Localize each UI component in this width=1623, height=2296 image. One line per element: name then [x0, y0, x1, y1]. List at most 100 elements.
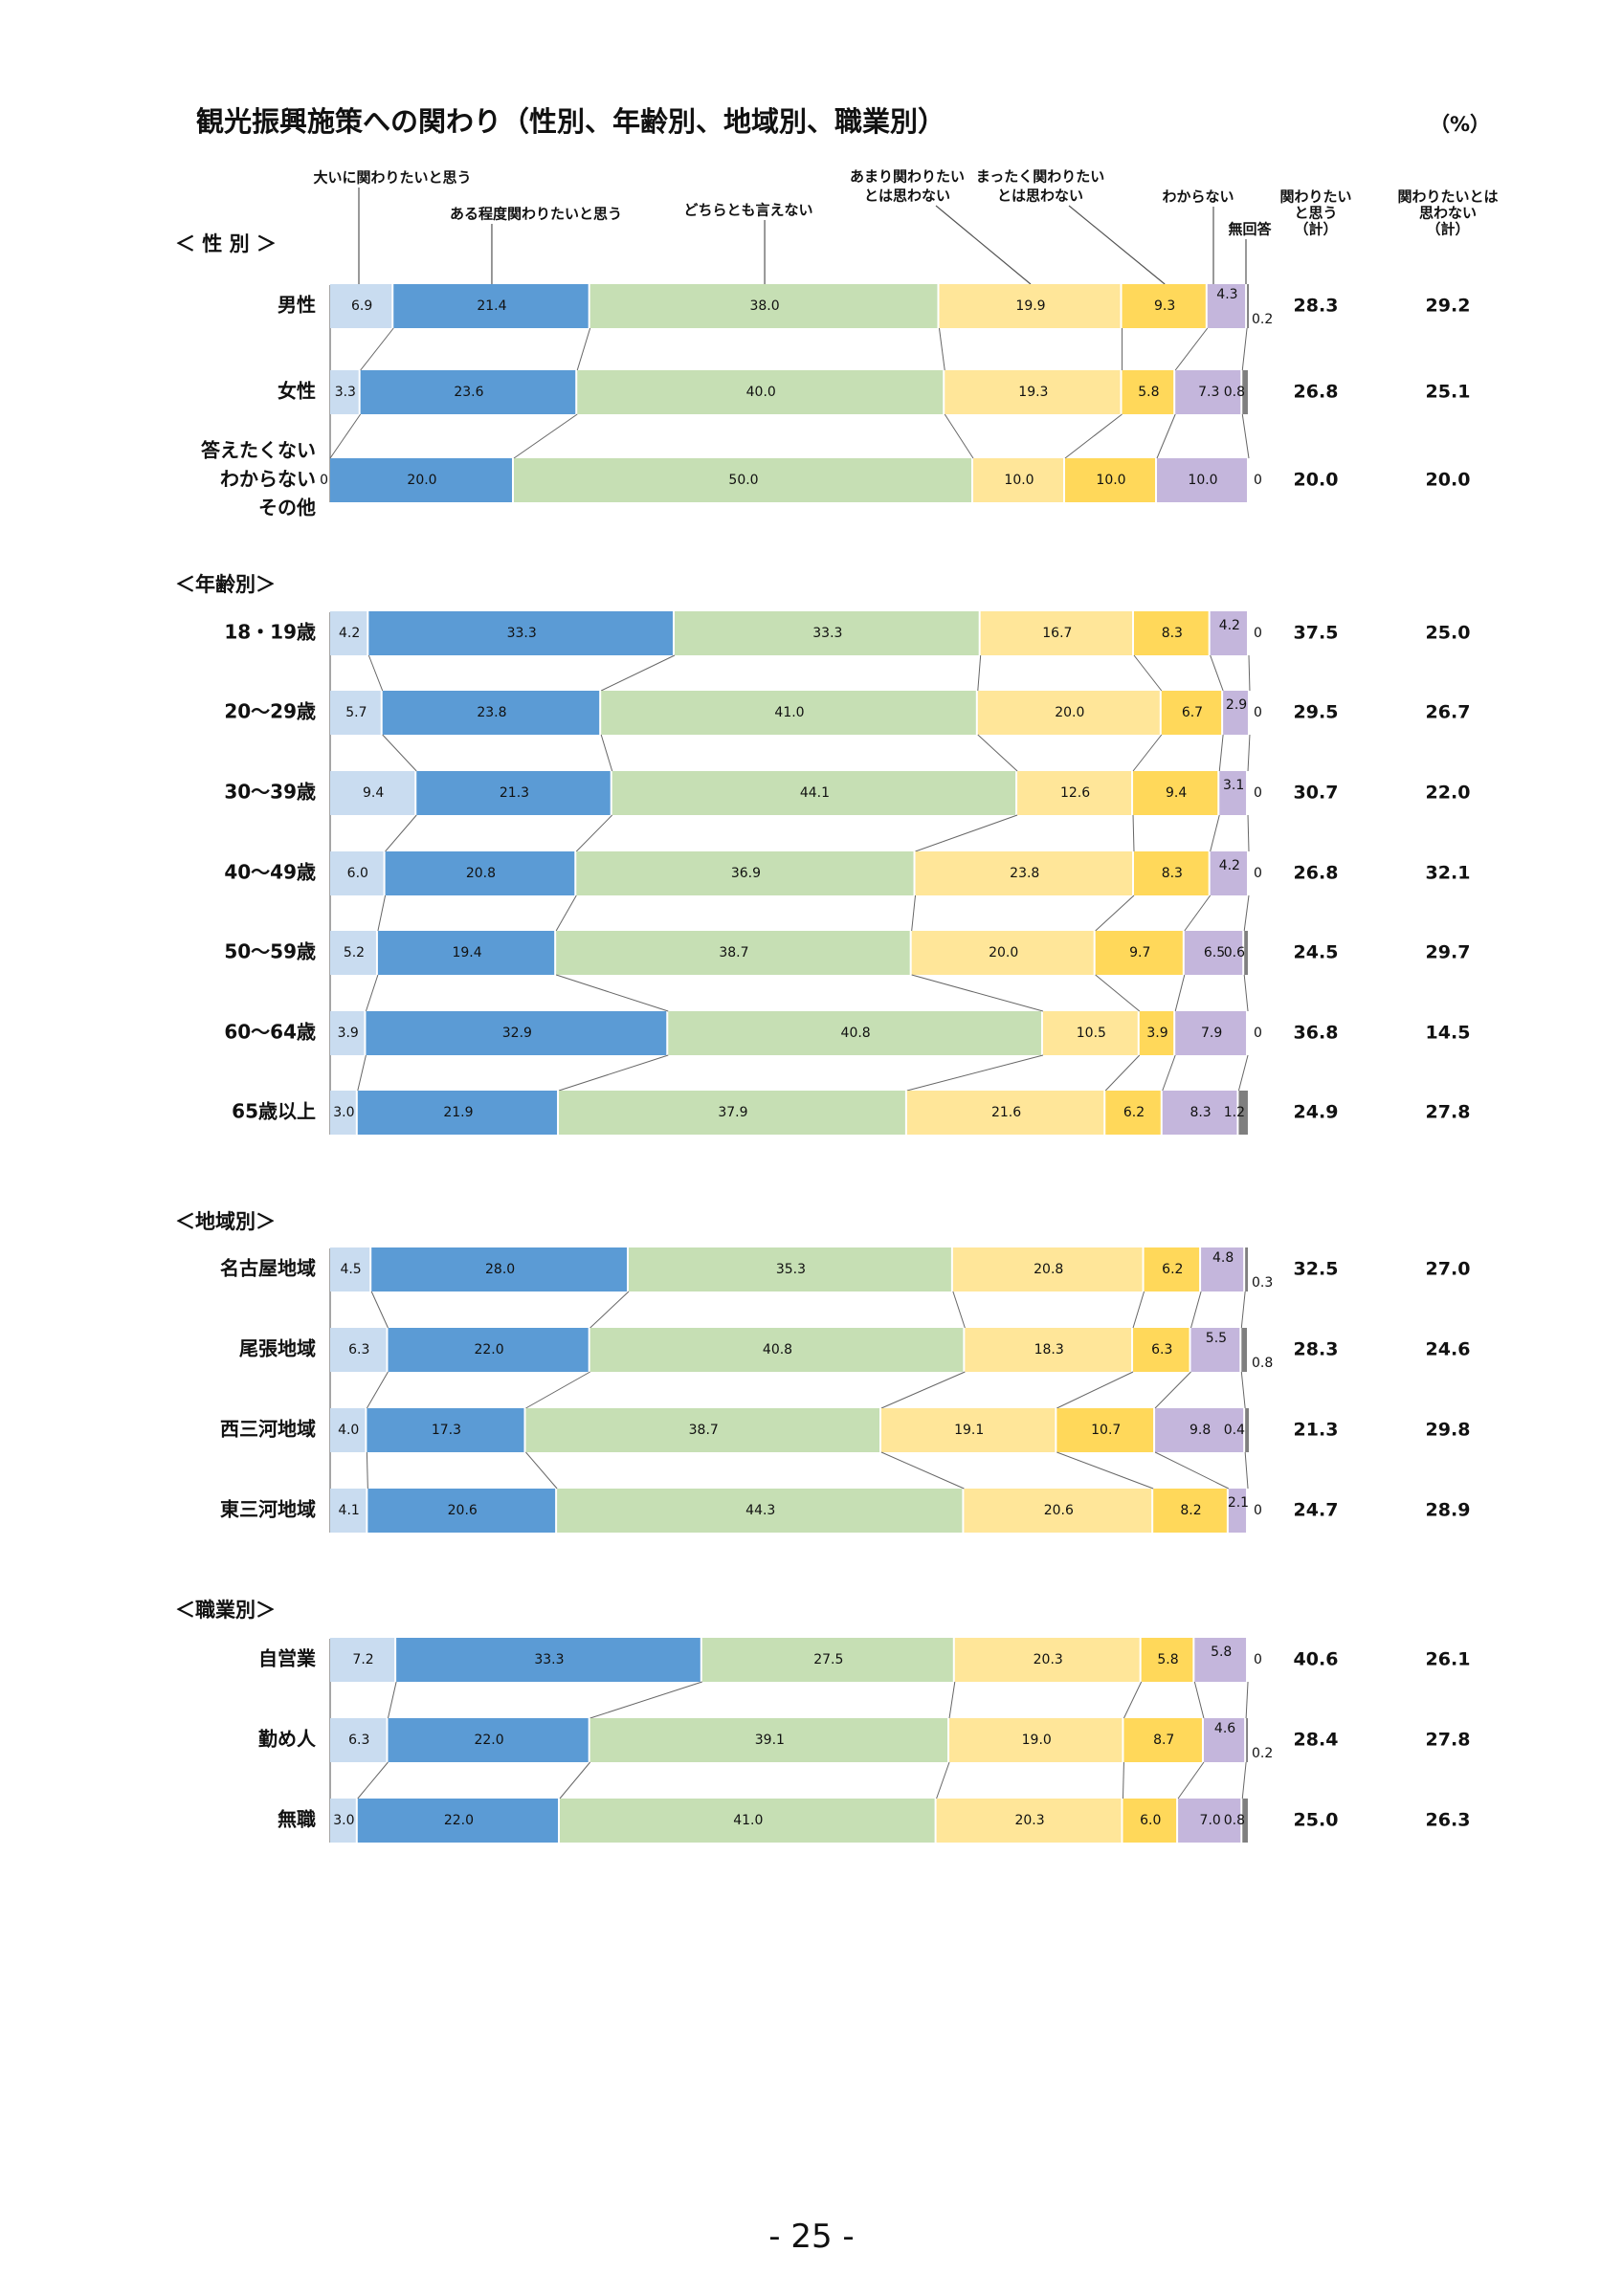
segment-value-label: 10.5 [1077, 1026, 1106, 1041]
bar-segment [1245, 1247, 1249, 1292]
segment-value-label: 20.0 [407, 473, 436, 488]
bar-segment [1242, 370, 1248, 414]
row-label: 尾張地域 [239, 1337, 316, 1360]
sum-negative-value: 25.0 [1426, 623, 1471, 644]
connector-line [1133, 654, 1163, 692]
bar-segment [1203, 1718, 1245, 1762]
connector-line [367, 654, 384, 692]
connector-line [1132, 814, 1135, 852]
segment-value-label: 9.7 [1129, 945, 1150, 960]
connector-line [880, 1371, 966, 1409]
segment-value-label: 0.6 [1224, 945, 1245, 960]
segment-value-label: 23.6 [454, 385, 483, 400]
sum-negative-value: 22.0 [1426, 783, 1471, 804]
segment-value-label: 3.1 [1223, 778, 1244, 793]
row-label: 名古屋地域 [220, 1257, 316, 1280]
connector-line [915, 814, 1018, 852]
segment-value-label: 35.3 [776, 1262, 806, 1277]
sum-negative-value: 26.3 [1426, 1810, 1471, 1831]
bar-segment [1194, 1638, 1247, 1682]
bar-segment [1244, 931, 1248, 975]
segment-value-label: 6.3 [348, 1733, 369, 1748]
sum-positive-value: 32.5 [1294, 1259, 1339, 1280]
segment-value-label: 20.8 [466, 866, 496, 881]
connector-line [1177, 1761, 1205, 1799]
bar-segment [385, 851, 575, 895]
segment-value-label: 9.3 [1154, 298, 1175, 314]
bar-segment [330, 1408, 366, 1452]
segment-value-label: 7.2 [352, 1652, 373, 1667]
segment-value-label: 33.3 [534, 1652, 564, 1667]
connector-line [1210, 654, 1224, 692]
connector-line [357, 1761, 389, 1799]
bar-segment [577, 370, 944, 414]
segment-value-label: 8.7 [1153, 1733, 1174, 1748]
segment-value-label: 0.8 [1224, 1813, 1245, 1828]
row-label: 東三河地域 [220, 1498, 316, 1521]
bar-segment [881, 1408, 1056, 1452]
connector-line [1156, 413, 1176, 459]
sum-negative-value: 14.5 [1426, 1023, 1471, 1044]
connector-line [1241, 1761, 1247, 1799]
bar-segment [1133, 771, 1218, 815]
connector-line [1244, 1451, 1249, 1490]
segment-value-label: 17.3 [432, 1423, 461, 1438]
bar-segment [668, 1011, 1041, 1055]
segment-value-label: 21.4 [477, 298, 506, 314]
sum-negative-value: 29.7 [1426, 942, 1471, 963]
legend-label-4: とは思わない [864, 188, 950, 205]
segment-value-label: 0 [1254, 785, 1262, 801]
chart-title: 観光振興施策への関わり（性別、年齢別、地域別、職業別） [196, 105, 946, 138]
sum-negative-value: 26.1 [1426, 1649, 1471, 1670]
segment-value-label: 8.2 [1180, 1503, 1201, 1518]
segment-value-label: 5.5 [1206, 1331, 1227, 1346]
segment-value-label: 0.8 [1224, 385, 1245, 400]
bar-segment [357, 1799, 558, 1843]
connector-line [1095, 894, 1135, 932]
connector-line [387, 1681, 397, 1719]
connector-line [1154, 1371, 1191, 1409]
segment-value-label: 40.8 [841, 1026, 871, 1041]
bar-segment [1190, 1328, 1240, 1372]
segment-value-label: 1.2 [1224, 1105, 1245, 1120]
bar-segment [556, 931, 910, 975]
bar-segment [1134, 611, 1209, 655]
bar-segment [911, 931, 1094, 975]
sum-positive-value: 30.7 [1294, 783, 1339, 804]
connector-line [1218, 734, 1224, 772]
connector-line [600, 734, 613, 772]
bar-segment [939, 284, 1121, 328]
bar-segment [1219, 771, 1247, 815]
sum-positive-value: 24.9 [1294, 1102, 1339, 1123]
sum-negative-value: 27.8 [1426, 1730, 1471, 1751]
bar-segment [366, 1011, 667, 1055]
bar-segment [330, 1247, 370, 1292]
sum-negative-value: 28.9 [1426, 1500, 1471, 1521]
sum-positive-value: 36.8 [1294, 1023, 1339, 1044]
bar-segment [330, 458, 512, 502]
summary-header-1: （計） [1294, 221, 1337, 238]
connector-line [1132, 1291, 1145, 1329]
summary-header-2: 関わりたいとは [1397, 188, 1498, 206]
bar-segment [525, 1408, 879, 1452]
bar-segment [1210, 611, 1247, 655]
bar-segment [368, 611, 673, 655]
segment-value-label: 0 [1254, 1026, 1262, 1041]
legend-label-5: とは思わない [997, 188, 1083, 205]
row-label: 西三河地域 [220, 1418, 316, 1441]
bar-segment [330, 1011, 365, 1055]
segment-value-label: 22.0 [444, 1813, 474, 1828]
segment-value-label: 40.8 [763, 1342, 792, 1358]
connector-line [1174, 974, 1186, 1012]
bar-segment [393, 284, 589, 328]
bar-segment [629, 1247, 951, 1292]
connector-line [1193, 1681, 1205, 1719]
segment-value-label: 50.0 [728, 473, 758, 488]
row-label: 40～49歳 [224, 861, 316, 884]
connector-line [906, 1054, 1044, 1092]
connector-line [977, 734, 1018, 772]
row-label: 男性 [278, 294, 316, 317]
connector-line [1245, 1681, 1249, 1719]
segment-value-label: 38.7 [719, 945, 748, 960]
